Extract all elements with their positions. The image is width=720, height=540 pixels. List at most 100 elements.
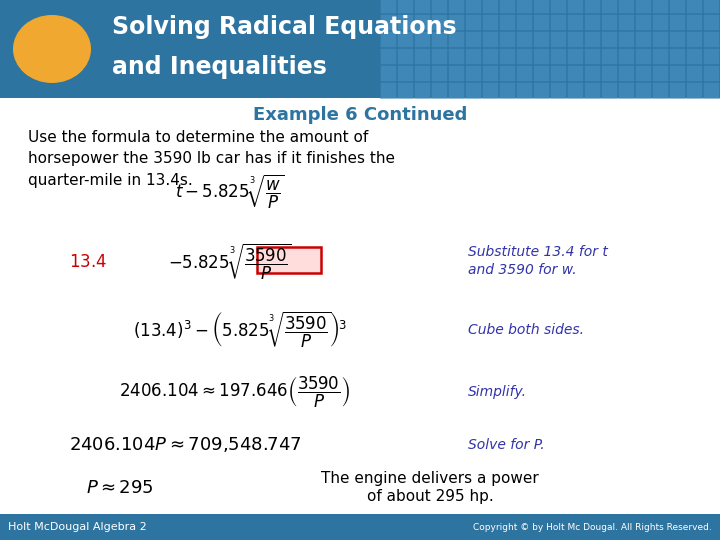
Text: Example 6 Continued: Example 6 Continued	[253, 106, 467, 124]
FancyBboxPatch shape	[584, 48, 600, 64]
FancyBboxPatch shape	[414, 82, 430, 98]
FancyBboxPatch shape	[414, 0, 430, 13]
FancyBboxPatch shape	[482, 65, 498, 81]
FancyBboxPatch shape	[669, 82, 685, 98]
FancyBboxPatch shape	[499, 65, 515, 81]
Text: Use the formula to determine the amount of: Use the formula to determine the amount …	[28, 131, 368, 145]
FancyBboxPatch shape	[533, 31, 549, 47]
FancyBboxPatch shape	[669, 65, 685, 81]
Ellipse shape	[13, 15, 91, 83]
FancyBboxPatch shape	[516, 65, 532, 81]
FancyBboxPatch shape	[652, 0, 668, 13]
Text: $t - 5.825\sqrt[3]{\dfrac{w}{P}}$: $t - 5.825\sqrt[3]{\dfrac{w}{P}}$	[175, 173, 285, 211]
FancyBboxPatch shape	[414, 48, 430, 64]
FancyBboxPatch shape	[618, 0, 634, 13]
FancyBboxPatch shape	[601, 14, 617, 30]
FancyBboxPatch shape	[431, 14, 447, 30]
FancyBboxPatch shape	[448, 14, 464, 30]
FancyBboxPatch shape	[669, 14, 685, 30]
FancyBboxPatch shape	[380, 48, 396, 64]
FancyBboxPatch shape	[618, 82, 634, 98]
FancyBboxPatch shape	[686, 0, 702, 13]
FancyBboxPatch shape	[482, 48, 498, 64]
FancyBboxPatch shape	[669, 31, 685, 47]
FancyBboxPatch shape	[550, 48, 566, 64]
Text: Simplify.: Simplify.	[468, 385, 527, 399]
FancyBboxPatch shape	[618, 31, 634, 47]
Text: $2406.104 \approx 197.646\left(\dfrac{3590}{P}\right)$: $2406.104 \approx 197.646\left(\dfrac{35…	[120, 374, 351, 410]
FancyBboxPatch shape	[652, 31, 668, 47]
FancyBboxPatch shape	[465, 65, 481, 81]
FancyBboxPatch shape	[431, 31, 447, 47]
FancyBboxPatch shape	[533, 82, 549, 98]
FancyBboxPatch shape	[635, 48, 651, 64]
FancyBboxPatch shape	[448, 31, 464, 47]
Text: $(13.4)^3 - \left(5.825\sqrt[3]{\dfrac{3590}{P}}\right)^{\!3}$: $(13.4)^3 - \left(5.825\sqrt[3]{\dfrac{3…	[133, 310, 347, 350]
FancyBboxPatch shape	[550, 0, 566, 13]
FancyBboxPatch shape	[257, 247, 321, 273]
FancyBboxPatch shape	[686, 14, 702, 30]
FancyBboxPatch shape	[431, 0, 447, 13]
FancyBboxPatch shape	[380, 31, 396, 47]
FancyBboxPatch shape	[482, 82, 498, 98]
FancyBboxPatch shape	[652, 48, 668, 64]
Text: $13.4$: $13.4$	[69, 253, 107, 271]
Text: Holt McDougal Algebra 2: Holt McDougal Algebra 2	[8, 522, 147, 532]
Text: Substitute 13.4 for t: Substitute 13.4 for t	[468, 245, 608, 259]
FancyBboxPatch shape	[567, 14, 583, 30]
FancyBboxPatch shape	[482, 14, 498, 30]
FancyBboxPatch shape	[465, 31, 481, 47]
FancyBboxPatch shape	[533, 65, 549, 81]
FancyBboxPatch shape	[516, 31, 532, 47]
FancyBboxPatch shape	[465, 14, 481, 30]
FancyBboxPatch shape	[448, 65, 464, 81]
FancyBboxPatch shape	[431, 48, 447, 64]
Text: $P \approx 295$: $P \approx 295$	[86, 479, 153, 497]
FancyBboxPatch shape	[397, 82, 413, 98]
FancyBboxPatch shape	[499, 31, 515, 47]
FancyBboxPatch shape	[397, 14, 413, 30]
FancyBboxPatch shape	[567, 65, 583, 81]
FancyBboxPatch shape	[380, 65, 396, 81]
FancyBboxPatch shape	[380, 0, 396, 13]
FancyBboxPatch shape	[397, 0, 413, 13]
FancyBboxPatch shape	[482, 0, 498, 13]
Text: The engine delivers a power: The engine delivers a power	[321, 471, 539, 487]
FancyBboxPatch shape	[380, 14, 396, 30]
FancyBboxPatch shape	[584, 65, 600, 81]
FancyBboxPatch shape	[635, 14, 651, 30]
FancyBboxPatch shape	[516, 0, 532, 13]
Text: $- 5.825\sqrt[3]{\dfrac{3590}{P}}$: $- 5.825\sqrt[3]{\dfrac{3590}{P}}$	[168, 242, 292, 282]
FancyBboxPatch shape	[550, 82, 566, 98]
FancyBboxPatch shape	[533, 48, 549, 64]
Text: Solve for P.: Solve for P.	[468, 438, 544, 452]
FancyBboxPatch shape	[414, 65, 430, 81]
FancyBboxPatch shape	[635, 82, 651, 98]
FancyBboxPatch shape	[414, 31, 430, 47]
FancyBboxPatch shape	[499, 48, 515, 64]
FancyBboxPatch shape	[601, 82, 617, 98]
FancyBboxPatch shape	[465, 48, 481, 64]
FancyBboxPatch shape	[465, 0, 481, 13]
FancyBboxPatch shape	[703, 0, 719, 13]
Text: quarter-mile in 13.4s.: quarter-mile in 13.4s.	[28, 172, 193, 187]
FancyBboxPatch shape	[516, 82, 532, 98]
FancyBboxPatch shape	[584, 82, 600, 98]
FancyBboxPatch shape	[448, 82, 464, 98]
FancyBboxPatch shape	[414, 14, 430, 30]
FancyBboxPatch shape	[567, 82, 583, 98]
FancyBboxPatch shape	[397, 31, 413, 47]
FancyBboxPatch shape	[550, 65, 566, 81]
FancyBboxPatch shape	[601, 48, 617, 64]
FancyBboxPatch shape	[686, 65, 702, 81]
FancyBboxPatch shape	[516, 14, 532, 30]
FancyBboxPatch shape	[669, 0, 685, 13]
Text: $2406.104P \approx 709{,}548.747$: $2406.104P \approx 709{,}548.747$	[68, 435, 301, 455]
FancyBboxPatch shape	[550, 14, 566, 30]
FancyBboxPatch shape	[703, 31, 719, 47]
FancyBboxPatch shape	[703, 65, 719, 81]
FancyBboxPatch shape	[533, 14, 549, 30]
FancyBboxPatch shape	[703, 14, 719, 30]
FancyBboxPatch shape	[380, 82, 396, 98]
FancyBboxPatch shape	[0, 0, 720, 98]
